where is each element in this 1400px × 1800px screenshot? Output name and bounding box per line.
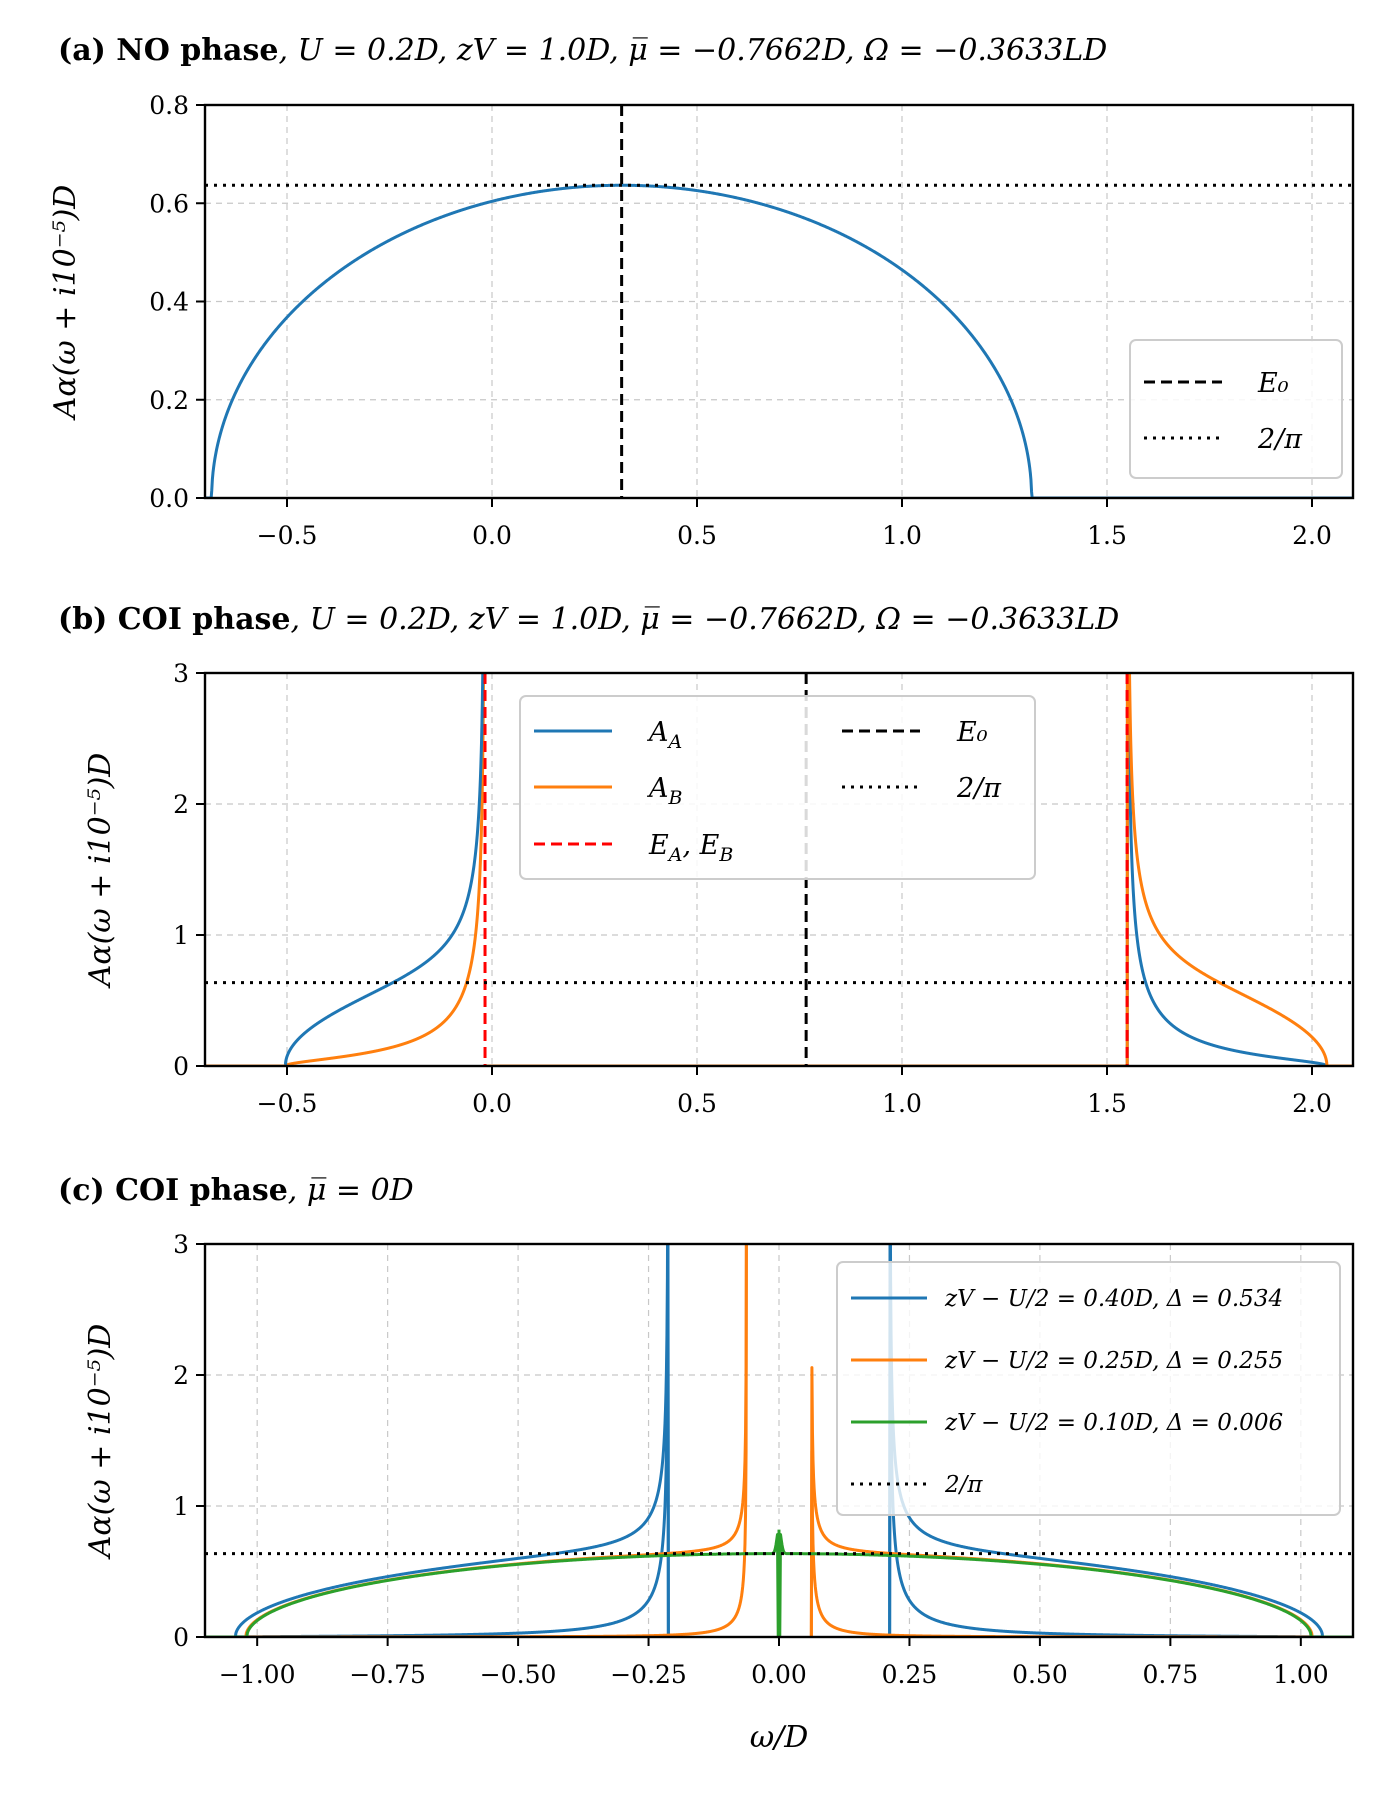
series-line-1-neg-big	[233, 1244, 670, 1637]
legend-label-main: E	[648, 830, 669, 861]
x-tick-label: 1.0	[882, 521, 922, 550]
axes-frame	[203, 671, 1355, 1068]
y-tick-label: 1	[173, 921, 189, 950]
legend-label: zV − U/2 = 0.40D, Δ = 0.534	[944, 1286, 1283, 1312]
legend-label: E₀	[1257, 368, 1289, 399]
legend-box	[1129, 339, 1343, 479]
x-tick-label: 0.0	[472, 521, 512, 550]
panel-title-params: , μ̅ = 0D	[288, 1173, 414, 1208]
x-tick-label: −0.5	[257, 1089, 318, 1118]
panel-title-bold: (c) COI phase	[58, 1173, 288, 1208]
y-tick-label: 3	[173, 1230, 189, 1259]
x-tick-label: 0.0	[472, 1089, 512, 1118]
legend-label: 2/π	[956, 773, 1002, 804]
panel-title-params: , U = 0.2D, zV = 1.0D, μ̅ = −0.7662D, Ω …	[278, 33, 1107, 68]
legend-box	[836, 1261, 1341, 1516]
legend-label: 2/π	[944, 1472, 983, 1498]
legend-label: zV − U/2 = 0.10D, Δ = 0.006	[944, 1410, 1283, 1436]
series-line-A	[205, 183, 1353, 498]
legend-label-main2: , E	[682, 830, 719, 861]
panel-title-bold: (a) NO phase	[58, 33, 278, 68]
y-tick-label: 0.8	[149, 91, 189, 120]
panel-c: −1.00 −0.75 −0.50 −0.25 0.00 0.25 0.50 0.75 1.00…	[58, 1173, 1355, 1755]
x-tick-label: −0.50	[480, 1660, 557, 1689]
x-axis-label: ω/D	[750, 1720, 809, 1755]
x-tick-label: 1.0	[882, 1089, 922, 1118]
y-tick-label: 0.6	[149, 189, 189, 218]
legend-label-main: E₀	[956, 717, 988, 748]
panel-a: −0.5 0.0 0.5 1.0 1.5 2.0 0.0 0.2 0.4 0.6 0.8 Aα(ω +…	[48, 33, 1355, 550]
legend-label-sub: A	[667, 844, 683, 866]
y-tick-label: 2	[173, 790, 189, 819]
y-tick-label: 3	[173, 659, 189, 688]
x-tick-label: −0.25	[610, 1660, 687, 1689]
x-tick-label: 0.00	[751, 1660, 807, 1689]
y-tick-label: 0.4	[149, 288, 189, 317]
x-tick-label: 2.0	[1292, 1089, 1332, 1118]
plot-area	[205, 105, 1353, 498]
series-line-3	[245, 1533, 1313, 1637]
x-tick-label: 0.5	[677, 1089, 717, 1118]
x-tick-label: −0.5	[257, 521, 318, 550]
y-tick-label: 0.0	[149, 484, 189, 513]
x-tick-label: 2.0	[1292, 521, 1332, 550]
x-tick-label: 0.75	[1143, 1660, 1199, 1689]
x-tick-label: −1.00	[219, 1660, 296, 1689]
x-tick-label: 0.50	[1012, 1660, 1068, 1689]
legend-label-sub2: B	[718, 844, 733, 866]
x-tick-label: 0.25	[882, 1660, 938, 1689]
y-tick-label: 0	[173, 1623, 189, 1652]
series-line-AB-upper	[1125, 673, 1329, 1066]
y-tick-label: 2	[173, 1361, 189, 1390]
panel-title: (a) NO phase, U = 0.2D, zV = 1.0D, μ̅ = …	[58, 33, 1107, 68]
legend-box	[519, 695, 1036, 880]
y-tick-label: 1	[173, 1492, 189, 1521]
panel-title-bold: (b) COI phase	[58, 602, 291, 637]
panel-title-params: , U = 0.2D, zV = 1.0D, μ̅ = −0.7662D, Ω …	[291, 602, 1120, 637]
panel-title: (c) COI phase, μ̅ = 0D	[58, 1173, 414, 1208]
y-axis-label: Aα(ω + i10⁻⁵)D	[83, 753, 118, 990]
legend-label: EA, EB	[648, 830, 733, 866]
series-line-AA-lower	[283, 673, 485, 1066]
x-tick-label: 1.00	[1273, 1660, 1329, 1689]
x-tick-label: 0.5	[677, 521, 717, 550]
plot-area	[205, 673, 1353, 1066]
legend-label: AA	[646, 717, 682, 753]
series-line-AB-lower	[284, 673, 486, 1066]
y-tick-label: 0.2	[149, 386, 189, 415]
legend-label-main: A	[646, 773, 669, 804]
x-tick-label: −0.75	[349, 1660, 426, 1689]
series-line-1-neg-small	[234, 1244, 670, 1637]
legend-label: E₀	[956, 717, 988, 748]
x-tick-label: 1.5	[1087, 1089, 1127, 1118]
panel-b: −0.5 0.0 0.5 1.0 1.5 2.0 0 1 2 3 Aα(ω + i10⁻⁵)D (b)…	[58, 602, 1355, 1118]
legend-label-sub: B	[668, 787, 683, 809]
legend-label: 2/π	[1257, 424, 1303, 455]
series-line-1-pos-big	[888, 1244, 1325, 1637]
legend-label-sub: A	[667, 731, 683, 753]
x-tick-label: 1.5	[1087, 521, 1127, 550]
panel-title: (b) COI phase, U = 0.2D, zV = 1.0D, μ̅ =…	[58, 602, 1119, 637]
legend-label: zV − U/2 = 0.25D, Δ = 0.255	[944, 1348, 1283, 1374]
y-tick-label: 0	[173, 1052, 189, 1081]
y-axis-label: Aα(ω + i10⁻⁵)D	[48, 185, 83, 422]
legend-label-main: A	[646, 717, 669, 748]
y-axis-label: Aα(ω + i10⁻⁵)D	[83, 1324, 118, 1561]
legend-label: AB	[646, 773, 683, 809]
legend-label-main: 2/π	[956, 773, 1002, 804]
series-line-AA-upper	[1125, 673, 1329, 1066]
